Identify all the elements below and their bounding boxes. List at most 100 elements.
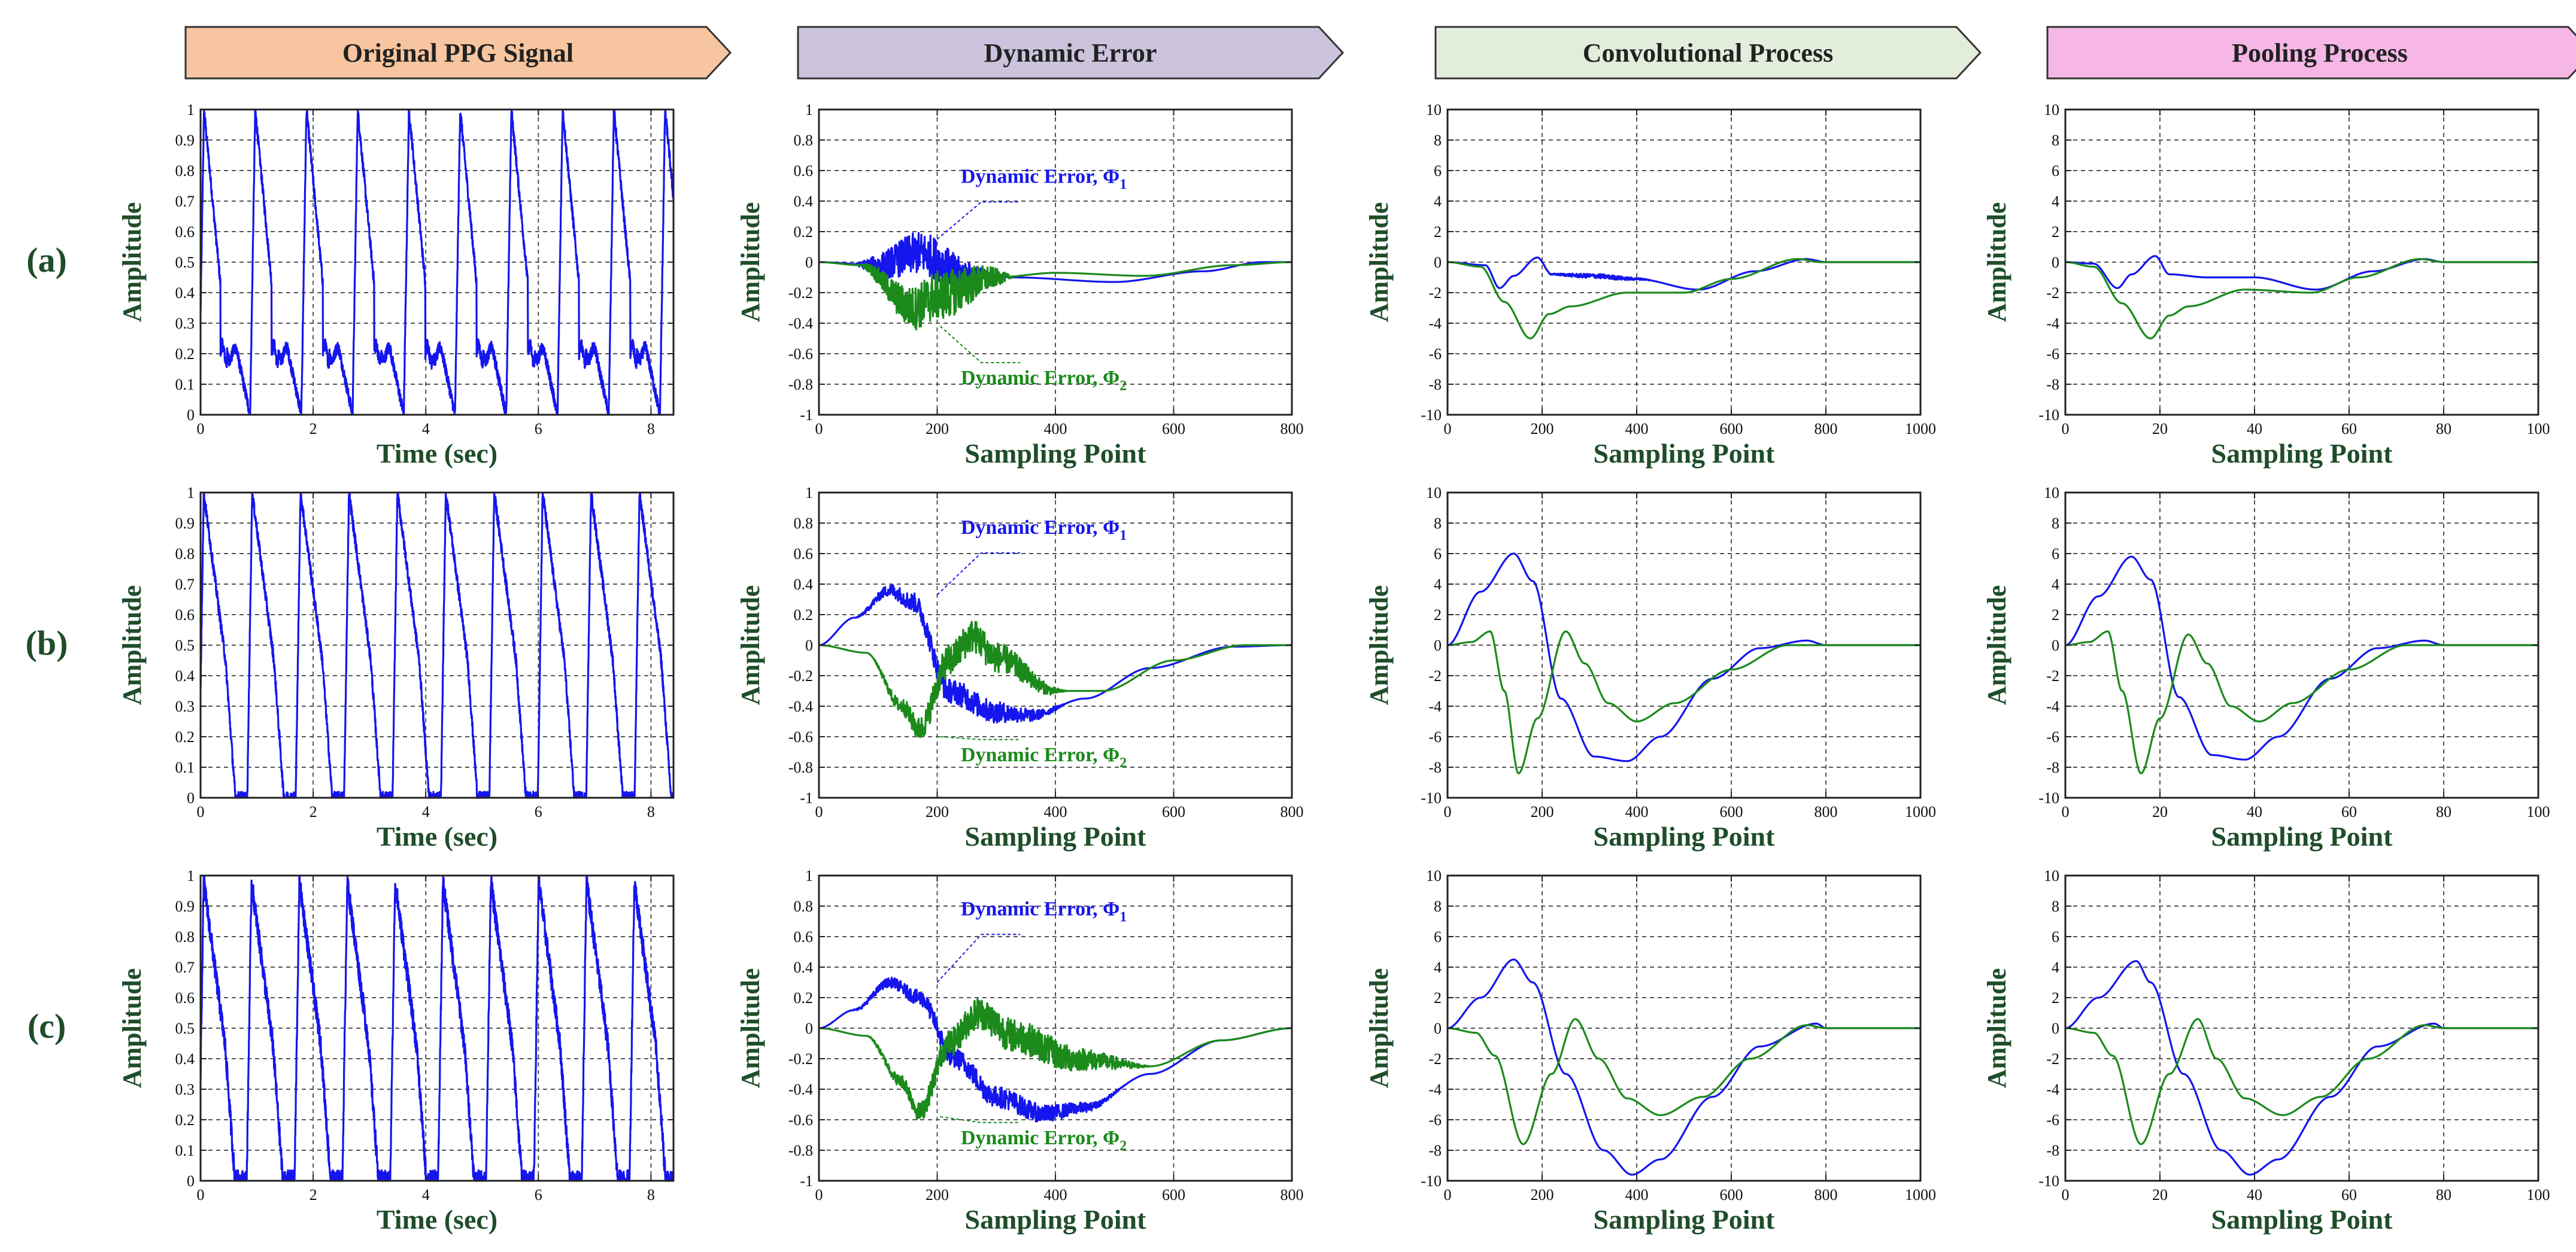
y-tick-label: 2 (2052, 223, 2059, 241)
x-tick-label: 100 (2527, 803, 2550, 821)
x-tick-label: 800 (1815, 1186, 1838, 1204)
y-tick-label: -6 (2046, 345, 2059, 363)
chart-panel: -1 -0.8 -0.6 -0.4 -0.2 0 0.2 0.4 0.6 0.8 1 0 200 400 6… (736, 101, 1304, 469)
chart-panel: -1 -0.8 -0.6 -0.4 -0.2 0 0.2 0.4 0.6 0.8 1 0 200 400 6… (736, 867, 1304, 1235)
annotation-leader (940, 1116, 1021, 1123)
y-tick-label: 2 (2052, 989, 2059, 1007)
series-line-blue (2065, 255, 2539, 291)
y-tick-label: 0.4 (175, 667, 195, 685)
x-tick-label: 100 (2527, 420, 2550, 437)
chart-panel: -10 -8 -6 -4 -2 0 2 4 6 8 10 0 200 400 600 800 1000 Sampl… (1364, 867, 1936, 1235)
y-tick-label: 4 (2052, 193, 2059, 210)
series-line-green (818, 621, 1292, 739)
y-tick-label: 8 (2052, 515, 2059, 532)
chart-panel: 0 0.1 0.2 0.3 0.4 0.5 0.6 0.7 0.8 0.9 1 0 2 4 6 8 Time (… (117, 867, 675, 1235)
y-tick-label: -0.8 (788, 1142, 813, 1159)
x-tick-label: 20 (2152, 803, 2168, 821)
y-tick-label: 6 (1434, 162, 1442, 180)
y-tick-label: 4 (2052, 959, 2059, 976)
annotation-subscript: 2 (1119, 1138, 1127, 1154)
y-tick-label: 4 (1434, 193, 1442, 210)
y-tick-label: 10 (2044, 867, 2059, 885)
y-tick-label: 8 (1434, 898, 1442, 915)
annotation-text: Dynamic Error, Φ (961, 744, 1119, 766)
y-tick-label: 8 (1434, 515, 1442, 532)
y-tick-label: 0.2 (175, 345, 195, 363)
annotation-subscript: 2 (1119, 378, 1127, 394)
y-tick-label: 0.4 (794, 576, 814, 593)
y-tick-label: 0.8 (794, 132, 814, 149)
y-tick-label: 0.3 (175, 1081, 195, 1098)
y-tick-label: -8 (2046, 759, 2059, 776)
y-tick-label: -2 (2046, 1050, 2059, 1068)
annotation-leader (939, 326, 1021, 363)
x-tick-label: 600 (1162, 803, 1185, 821)
y-tick-label: 0.9 (175, 898, 195, 915)
x-axis-label: Sampling Point (965, 821, 1147, 852)
y-tick-label: 0 (2052, 637, 2059, 654)
series-line-green (2065, 630, 2539, 774)
x-tick-label: 40 (2247, 1186, 2262, 1204)
annotation-subscript: 1 (1119, 909, 1127, 925)
x-tick-label: 400 (1625, 1186, 1649, 1204)
x-tick-label: 1000 (1905, 803, 1936, 821)
y-axis-label: Amplitude (1982, 968, 2011, 1088)
annotation-leader (936, 552, 1021, 595)
chart-panel: -1 -0.8 -0.6 -0.4 -0.2 0 0.2 0.4 0.6 0.8 1 0 200 400 6… (736, 484, 1304, 852)
y-tick-label: 6 (2052, 928, 2059, 946)
x-tick-label: 0 (1444, 1186, 1452, 1204)
y-tick-label: -10 (2038, 1172, 2059, 1190)
series-line-blue (199, 108, 675, 416)
header-banner-2: Convolutional Process (1434, 26, 1982, 80)
chart-panel: -10 -8 -6 -4 -2 0 2 4 6 8 10 0 200 400 600 800 1000 Sampl… (1364, 101, 1936, 469)
y-tick-label: -4 (1428, 1081, 1442, 1098)
y-tick-label: 0.6 (175, 223, 195, 241)
y-tick-label: 0.4 (175, 1050, 195, 1068)
y-tick-label: 0 (187, 789, 195, 807)
x-axis-label: Sampling Point (965, 1204, 1147, 1235)
annotation-leader (936, 201, 1021, 240)
x-tick-label: 40 (2247, 803, 2262, 821)
y-tick-label: 0.6 (794, 928, 814, 946)
y-tick-label: -8 (1428, 759, 1442, 776)
y-tick-label: 1 (187, 484, 195, 502)
x-tick-label: 600 (1720, 1186, 1743, 1204)
y-axis-label: Amplitude (1364, 202, 1394, 322)
y-tick-label: -0.8 (788, 759, 813, 776)
y-tick-label: -4 (2046, 698, 2059, 715)
series-line-blue (818, 232, 1292, 287)
y-tick-label: -0.6 (788, 728, 813, 746)
header-arrow-shape (184, 26, 732, 80)
series-line-blue (1447, 552, 1921, 762)
header-title: Convolutional Process (1583, 38, 1833, 68)
row-label: (a) (26, 241, 67, 279)
y-axis-label: Amplitude (1364, 968, 1394, 1088)
y-tick-label: -4 (2046, 315, 2059, 332)
y-tick-label: 0 (2052, 1020, 2059, 1037)
y-tick-label: 1 (805, 867, 813, 885)
y-tick-label: 0 (187, 1172, 195, 1190)
header-title: Dynamic Error (984, 38, 1157, 68)
x-tick-label: 400 (1625, 803, 1649, 821)
y-tick-label: -6 (2046, 728, 2059, 746)
y-axis-label: Amplitude (736, 585, 765, 705)
y-tick-label: 0 (805, 1020, 813, 1037)
y-tick-label: 0.6 (175, 989, 195, 1007)
y-tick-label: 0.9 (175, 132, 195, 149)
x-tick-label: 400 (1044, 803, 1067, 821)
row-label: (c) (28, 1007, 66, 1046)
y-tick-label: -8 (1428, 376, 1442, 393)
y-tick-label: -8 (2046, 1142, 2059, 1159)
x-tick-label: 6 (535, 420, 542, 437)
y-tick-label: 6 (2052, 545, 2059, 563)
header-banner-1: Dynamic Error (797, 26, 1345, 80)
y-tick-label: 0 (805, 254, 813, 271)
x-tick-label: 6 (535, 1186, 542, 1204)
y-tick-label: 0 (1434, 254, 1442, 271)
y-tick-label: -0.6 (788, 1111, 813, 1129)
y-axis-label: Amplitude (117, 202, 147, 322)
y-tick-label: -1 (800, 1172, 813, 1190)
annotation-subscript: 1 (1119, 528, 1127, 543)
x-tick-label: 400 (1625, 420, 1649, 437)
